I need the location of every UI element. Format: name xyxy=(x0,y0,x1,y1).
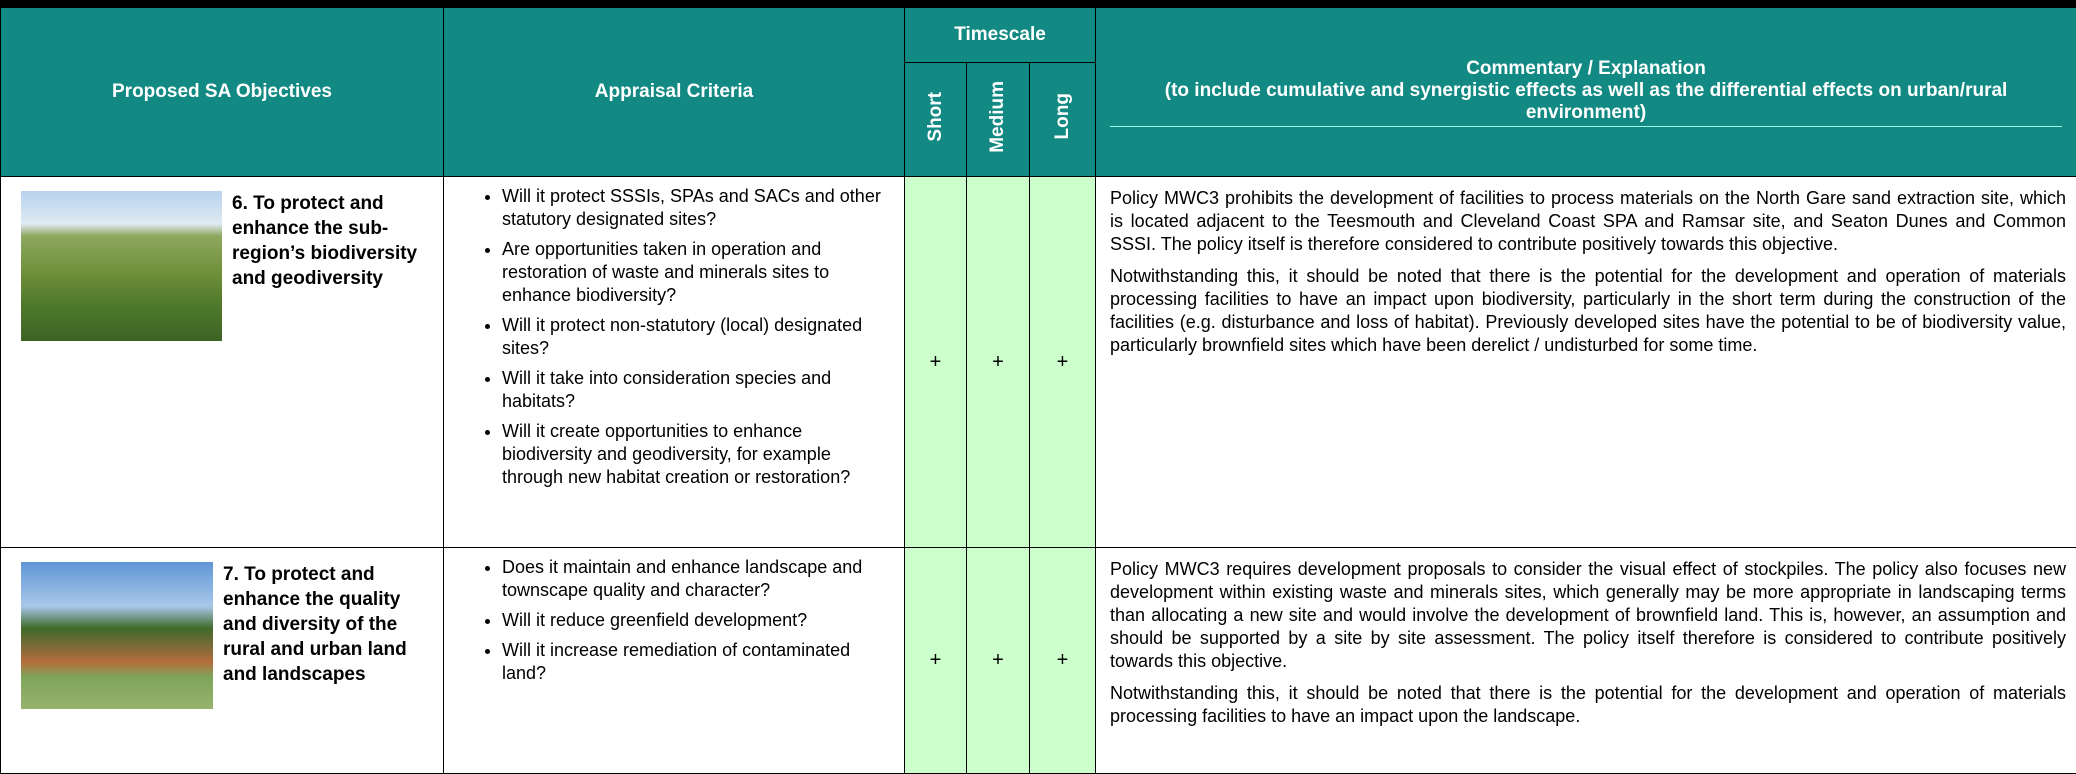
medium-label: Medium xyxy=(987,81,1009,153)
commentary-subtitle: (to include cumulative and synergistic e… xyxy=(1110,80,2062,127)
commentary-cell: Policy MWC3 requires development proposa… xyxy=(1096,548,2076,774)
table-row: 7. To protect and enhance the quality an… xyxy=(1,548,2076,774)
objective-cell: 6. To protect and enhance the sub-region… xyxy=(1,177,444,548)
header-cell: Commentary / Explanation(to include cumu… xyxy=(1096,8,2076,177)
commentary-paragraph: Policy MWC3 prohibits the development of… xyxy=(1110,187,2066,256)
commentary: Policy MWC3 prohibits the development of… xyxy=(1096,177,2076,357)
header-cell: Proposed SA Objectives xyxy=(1,8,444,177)
criterion: Will it take into consideration species … xyxy=(502,367,894,413)
photo xyxy=(21,191,222,341)
commentary: Policy MWC3 requires development proposa… xyxy=(1096,548,2076,728)
criterion: Will it protect non-statutory (local) de… xyxy=(502,314,894,360)
criterion: Will it increase remediation of contamin… xyxy=(502,639,894,685)
criterion: Are opportunities taken in operation and… xyxy=(502,238,894,307)
commentary-paragraph: Notwithstanding this, it should be noted… xyxy=(1110,265,2066,357)
commentary-cell: Policy MWC3 prohibits the development of… xyxy=(1096,177,2076,548)
header-cell: Medium xyxy=(967,63,1030,177)
score-cell: + xyxy=(967,177,1030,548)
score-cell: + xyxy=(905,548,967,774)
criterion: Does it maintain and enhance landscape a… xyxy=(502,556,894,602)
score-cell: + xyxy=(967,548,1030,774)
appraisal-table: Proposed SA Objectives Appraisal Criteri… xyxy=(0,7,2076,774)
criteria-list: Will it protect SSSIs, SPAs and SACs and… xyxy=(444,185,894,489)
long-label: Long xyxy=(1052,93,1074,139)
short-label: Short xyxy=(925,92,947,142)
objective: 6. To protect and enhance the sub-region… xyxy=(1,177,443,341)
commentary-title: Commentary / Explanation xyxy=(1110,58,2062,80)
objective-text: 7. To protect and enhance the quality an… xyxy=(223,562,435,709)
criterion: Will it protect SSSIs, SPAs and SACs and… xyxy=(502,185,894,231)
header-cell: Timescale xyxy=(905,8,1096,63)
commentary-paragraph: Notwithstanding this, it should be noted… xyxy=(1110,682,2066,728)
table-row: 6. To protect and enhance the sub-region… xyxy=(1,177,2076,548)
header-cell: Long xyxy=(1030,63,1096,177)
criteria-cell: Will it protect SSSIs, SPAs and SACs and… xyxy=(444,177,905,548)
commentary-paragraph: Policy MWC3 requires development proposa… xyxy=(1110,558,2066,673)
photo xyxy=(21,562,213,709)
header-cell: Short xyxy=(905,63,967,177)
objective: 7. To protect and enhance the quality an… xyxy=(1,548,443,709)
criterion: Will it reduce greenfield development? xyxy=(502,609,894,632)
objective-text: 6. To protect and enhance the sub-region… xyxy=(232,191,435,341)
criteria-cell: Does it maintain and enhance landscape a… xyxy=(444,548,905,774)
criterion: Will it create opportunities to enhance … xyxy=(502,420,894,489)
criteria-list: Does it maintain and enhance landscape a… xyxy=(444,556,894,685)
score-cell: + xyxy=(1030,177,1096,548)
score-cell: + xyxy=(1030,548,1096,774)
objective-cell: 7. To protect and enhance the quality an… xyxy=(1,548,444,774)
score-cell: + xyxy=(905,177,967,548)
header-cell: Appraisal Criteria xyxy=(444,8,905,177)
table-body: 6. To protect and enhance the sub-region… xyxy=(1,177,2076,774)
top-bar xyxy=(0,0,2076,7)
